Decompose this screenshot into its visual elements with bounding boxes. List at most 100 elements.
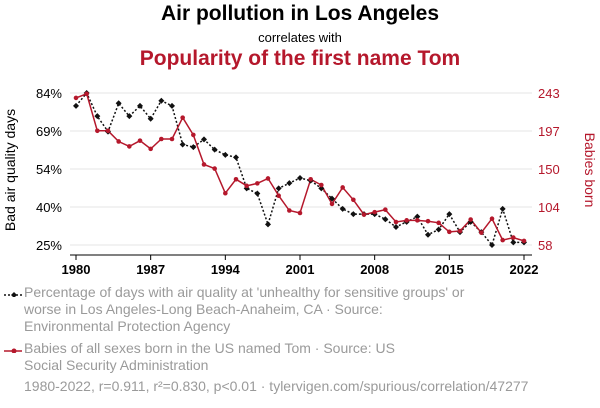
- data-point-name-tom: [297, 210, 303, 216]
- x-tick-label: 1994: [211, 262, 241, 277]
- data-point-air-quality: [126, 113, 133, 120]
- data-point-air-quality: [115, 100, 122, 107]
- data-point-name-tom: [180, 115, 185, 120]
- data-point-name-tom: [255, 181, 260, 186]
- data-point-name-tom: [457, 228, 463, 234]
- legend-swatch-air-quality: [4, 292, 22, 297]
- data-point-air-quality: [211, 146, 218, 153]
- data-point-name-tom: [340, 185, 345, 190]
- data-point-name-tom: [265, 176, 271, 181]
- data-point-name-tom: [244, 183, 249, 189]
- x-tick-labels: 1980 1987 1994 2001 2008 2015 2022: [62, 255, 539, 277]
- data-point-name-tom: [287, 208, 292, 213]
- legend-label-name-tom: Babies of all sexes born in the US named…: [24, 340, 395, 373]
- footer-stats: 1980-2022, r=0.911, r²=0.830, p<0.01 · t…: [24, 378, 529, 394]
- data-point-air-quality: [147, 115, 154, 122]
- data-point-air-quality: [382, 216, 389, 223]
- data-point-air-quality: [297, 175, 303, 182]
- data-point-name-tom: [383, 207, 388, 212]
- left-tick-label: 25%: [36, 238, 62, 253]
- left-axis-label: Bad air quality days: [2, 109, 18, 231]
- data-point-name-tom: [500, 237, 505, 243]
- data-point-name-tom: [329, 201, 335, 207]
- data-point-air-quality: [318, 185, 325, 192]
- data-point-name-tom: [73, 95, 79, 101]
- data-point-name-tom: [95, 128, 100, 134]
- legend-swatch-name-tom: [4, 348, 22, 353]
- data-point-air-quality: [233, 154, 239, 161]
- x-tick-label: 2001: [286, 262, 315, 277]
- data-point-air-quality: [339, 205, 346, 212]
- series-line-name-tom: [75, 92, 525, 242]
- left-tick-label: 54%: [36, 162, 62, 177]
- data-point-name-tom: [425, 218, 431, 224]
- data-point-name-tom: [319, 182, 324, 188]
- data-point-name-tom: [447, 229, 452, 235]
- data-point-name-tom: [191, 132, 196, 138]
- data-point-name-tom: [105, 128, 111, 134]
- left-tick-label: 69%: [36, 124, 62, 139]
- series-points: [73, 90, 527, 248]
- data-point-name-tom: [521, 238, 527, 244]
- data-point-name-tom: [415, 218, 420, 223]
- legend-item-name-tom: Babies of all sexes born in the US named…: [4, 340, 434, 374]
- data-point-name-tom: [276, 193, 281, 199]
- data-point-air-quality: [94, 113, 101, 120]
- data-point-name-tom: [393, 219, 399, 225]
- data-point-air-quality: [169, 102, 175, 109]
- data-point-name-tom: [169, 136, 175, 142]
- x-tick-label: 2022: [510, 262, 539, 277]
- right-tick-label: 150: [538, 162, 560, 177]
- data-point-air-quality: [414, 213, 421, 220]
- data-point-air-quality: [446, 211, 453, 218]
- data-point-name-tom: [479, 230, 484, 235]
- data-point-name-tom: [212, 166, 217, 171]
- chart-title-secondary: Popularity of the first name Tom: [139, 47, 461, 70]
- data-point-name-tom: [233, 176, 239, 182]
- data-point-air-quality: [286, 180, 293, 187]
- data-point-name-tom: [201, 162, 207, 167]
- data-point-air-quality: [254, 190, 261, 197]
- data-point-air-quality: [350, 211, 357, 218]
- data-point-air-quality: [489, 242, 495, 248]
- data-point-air-quality: [393, 223, 399, 230]
- chart-subtitle: correlates with: [258, 30, 342, 45]
- data-point-air-quality: [499, 205, 506, 212]
- data-point-air-quality: [275, 185, 282, 192]
- legend-label-air-quality: Percentage of days with air quality at '…: [24, 284, 465, 334]
- data-point-name-tom: [468, 217, 473, 222]
- right-tick-label: 58: [538, 238, 552, 253]
- right-tick-labels: 243 197 150 104 58: [538, 86, 560, 253]
- data-point-air-quality: [73, 102, 79, 109]
- data-point-air-quality: [201, 136, 207, 143]
- data-point-name-tom: [127, 144, 132, 149]
- data-point-name-tom: [372, 209, 377, 215]
- data-point-air-quality: [190, 144, 197, 151]
- data-point-air-quality: [510, 239, 517, 246]
- x-tick-label: 1980: [62, 262, 91, 277]
- data-point-name-tom: [351, 197, 356, 203]
- chart-title: Air pollution in Los Angeles: [160, 2, 440, 25]
- data-point-name-tom: [137, 138, 143, 143]
- data-point-name-tom: [159, 136, 164, 142]
- data-point-air-quality: [158, 97, 165, 104]
- x-tick-label: 2008: [360, 262, 389, 277]
- right-tick-label: 243: [538, 86, 560, 101]
- data-point-name-tom: [308, 176, 313, 182]
- data-point-name-tom: [116, 139, 121, 144]
- data-point-name-tom: [223, 190, 228, 196]
- gridlines: [70, 92, 532, 246]
- legend-item-air-quality: Percentage of days with air quality at '…: [4, 284, 474, 335]
- left-tick-label: 40%: [36, 200, 62, 215]
- right-tick-label: 197: [538, 124, 560, 139]
- x-tick-label: 1987: [136, 262, 165, 277]
- left-tick-label: 84%: [36, 86, 62, 101]
- data-point-name-tom: [84, 91, 89, 97]
- data-point-air-quality: [425, 231, 431, 238]
- data-point-air-quality: [179, 141, 186, 148]
- data-point-air-quality: [222, 151, 229, 158]
- data-point-name-tom: [361, 212, 367, 217]
- data-point-air-quality: [137, 102, 143, 109]
- data-point-name-tom: [436, 220, 441, 226]
